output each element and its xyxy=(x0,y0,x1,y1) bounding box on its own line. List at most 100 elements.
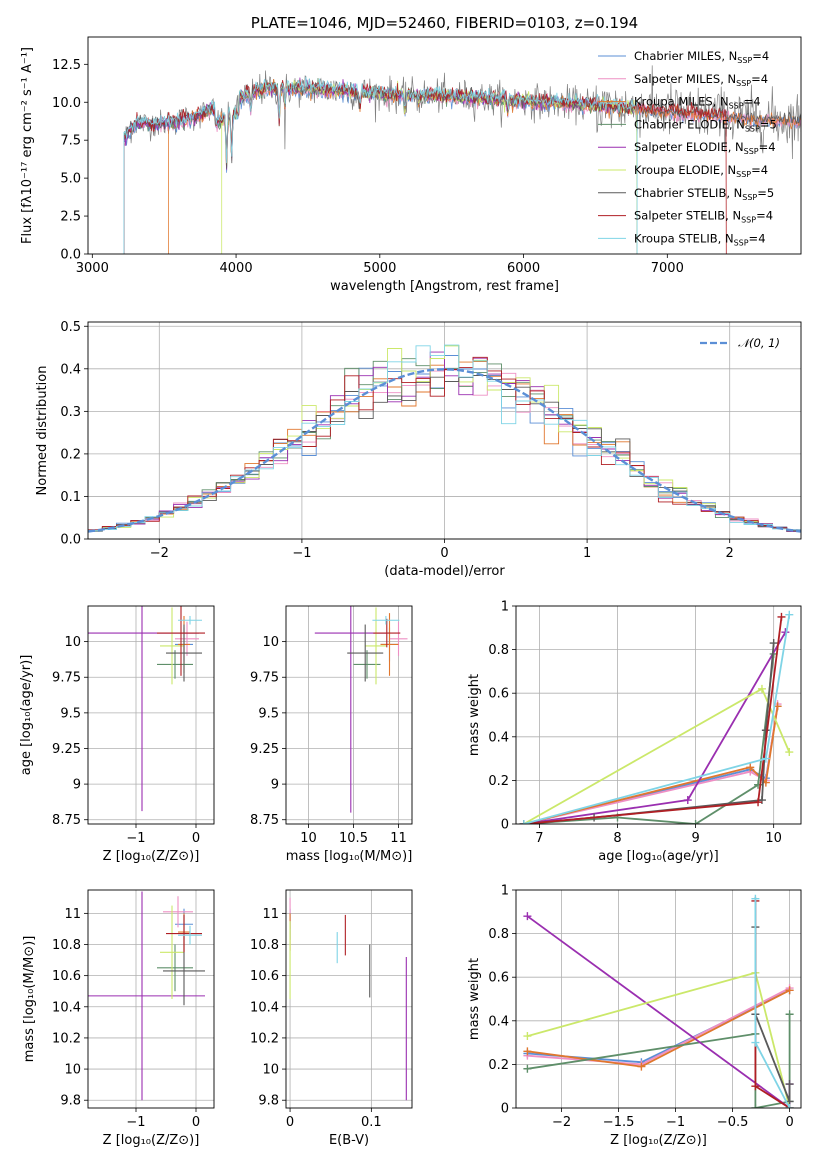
y-axis-label: mass weight xyxy=(467,958,482,1040)
ticks: 3000 4000 5000 6000 7000 0.0 2.5 5.0 7.5 10.0 12.5 xyxy=(52,58,684,276)
y-tick-label: 0.0 xyxy=(60,533,81,548)
y-axis-label: Normed distribution xyxy=(35,366,50,496)
x-tick-label: 7 xyxy=(535,831,543,846)
y-tick-label: 0.8 xyxy=(488,927,509,942)
errorbar-chabrier_stelib xyxy=(166,624,202,682)
x-axis-label: wavelength [Angstrom, rest frame] xyxy=(330,279,559,294)
y-tick-label: 10.2 xyxy=(250,1031,279,1046)
series-salpeter_elodie xyxy=(523,912,794,1108)
axes-frame xyxy=(515,605,802,825)
series-marker-kroupa_stelib xyxy=(785,1104,794,1108)
x-axis-label: mass [log₁₀(M/M⊙)] xyxy=(286,849,413,864)
series-salpeter_stelib xyxy=(519,612,786,824)
x-tick-label: −1.5 xyxy=(603,1115,635,1130)
axes-frame xyxy=(87,889,215,1109)
errorbar-kroupa_elodie xyxy=(160,905,184,999)
x-axis-label: Z [log₁₀(Z/Z⊙)] xyxy=(103,849,200,864)
y-tick-label: 0.0 xyxy=(60,248,81,263)
x-tick-label: 1 xyxy=(583,546,591,561)
series-marker-salpeter_stelib xyxy=(751,1082,760,1091)
series-marker-kroupa_miles xyxy=(785,986,794,995)
x-tick-label: 7000 xyxy=(651,261,684,276)
y-tick-label: 5.0 xyxy=(60,172,81,187)
errorbar-salpeter_miles xyxy=(389,621,408,656)
legend-label-kroupa_elodie: Kroupa ELODIE, NSSP=4 xyxy=(634,163,768,179)
y-tick-label: 9.75 xyxy=(250,671,279,686)
x-tick-label: 9 xyxy=(691,831,699,846)
series-line-chabrier_stelib xyxy=(523,643,775,824)
errorbar-salpeter_miles xyxy=(163,896,193,928)
x-tick-label: 0 xyxy=(192,831,200,846)
x-tick-label: 2 xyxy=(726,546,734,561)
errorbar-kroupa_elodie xyxy=(365,607,387,685)
errorbar-salpeter_stelib xyxy=(157,606,205,676)
series-marker-kroupa_elodie xyxy=(523,1032,532,1041)
series-kroupa_miles xyxy=(519,702,782,824)
plot-area xyxy=(519,610,794,824)
x-tick-label: 11 xyxy=(390,831,407,846)
series-marker-chabrier_elodie xyxy=(691,820,700,824)
legend-label-chabrier_stelib: Chabrier STELIB, NSSP=5 xyxy=(634,186,774,202)
y-axis-label: mass [log₁₀(M/M⊙)] xyxy=(22,936,37,1063)
y-tick-label: 0.6 xyxy=(488,971,509,986)
y-tick-label: 0.8 xyxy=(488,643,509,658)
panel-age_vs_mass: 10 10.5 11 8.75 9 9.25 9.5 9.75 10 mass [log₁₀(M/… xyxy=(250,605,413,864)
x-tick-label: 0.1 xyxy=(361,1115,382,1130)
y-tick-label: 10.2 xyxy=(52,1031,81,1046)
series-marker-chabrier_elodie xyxy=(751,1104,760,1108)
y-tick-label: 10 xyxy=(64,635,81,650)
series-marker-kroupa_stelib xyxy=(785,610,794,619)
y-tick-label: 0.5 xyxy=(60,320,81,335)
plot-area xyxy=(88,606,205,812)
x-tick-label: −2 xyxy=(150,546,169,561)
plot-area xyxy=(523,894,794,1108)
y-tick-label: 0.4 xyxy=(488,1014,509,1029)
series-line-kroupa_miles xyxy=(523,706,779,824)
errorbar-chabrier_elodie xyxy=(157,650,193,679)
y-axis-label: mass weight xyxy=(467,674,482,756)
panel-mass_vs_Z: −1 0 9.8 10 10.2 10.4 10.6 10.8 11 Z [log₁₀(Z/Z⊙)… xyxy=(22,889,215,1148)
y-tick-label: 0 xyxy=(501,818,509,833)
ticks: −2 −1 0 1 2 0.0 0.1 0.2 0.3 0.4 0.5 xyxy=(60,320,734,561)
x-tick-label: 6000 xyxy=(507,261,540,276)
series-line-chabrier_miles xyxy=(527,989,790,1064)
series-marker-chabrier_elodie xyxy=(785,1010,794,1019)
legend-label-salpeter_elodie: Salpeter ELODIE, NSSP=4 xyxy=(634,140,776,156)
plot-area xyxy=(88,891,205,1101)
series-salpeter_elodie xyxy=(519,628,790,824)
x-tick-label: 10 xyxy=(765,831,782,846)
series-line-chabrier_elodie xyxy=(527,1014,791,1108)
y-tick-label: 10.4 xyxy=(250,1000,279,1015)
legend-label-salpeter_stelib: Salpeter STELIB, NSSP=4 xyxy=(634,209,773,225)
series-marker-kroupa_stelib xyxy=(519,820,528,824)
ticks: −1 0 8.75 9 9.25 9.5 9.75 10 xyxy=(52,635,200,846)
errorbar-kroupa_stelib xyxy=(372,615,400,625)
errorbar-salpeter_stelib xyxy=(166,914,202,953)
plot-area xyxy=(123,65,801,254)
series-chabrier_stelib xyxy=(519,639,778,824)
x-tick-label: 10.5 xyxy=(339,831,368,846)
panel-weight_vs_Z: −2 −1.5 −1 −0.5 0 0 0.2 0.4 0.6 0.8 1 Z [log₁₀(Z/Z⊙… xyxy=(467,884,802,1148)
series-marker-kroupa_stelib xyxy=(751,894,760,903)
panel-mass_vs_ebv: 0 0.1 9.8 10 10.2 10.4 10.6 10.8 11 E(B-V) xyxy=(250,889,413,1148)
gridlines xyxy=(88,606,214,824)
series-line-chabrier_elodie xyxy=(523,653,775,824)
y-tick-label: 0.2 xyxy=(60,447,81,462)
series-marker-salpeter_stelib xyxy=(754,798,763,807)
series-marker-chabrier_stelib xyxy=(769,639,778,648)
panel-spectrum: 3000 4000 5000 6000 7000 0.0 2.5 5.0 7.5 10.0 12.5… xyxy=(20,14,802,294)
axes-frame xyxy=(87,321,802,540)
x-tick-label: −0.5 xyxy=(717,1115,749,1130)
normal-curve xyxy=(88,368,801,533)
y-tick-label: 9.5 xyxy=(60,706,81,721)
y-tick-label: 10 xyxy=(262,635,279,650)
axes-frame xyxy=(285,889,413,1109)
y-tick-label: 12.5 xyxy=(52,58,81,73)
gridlines xyxy=(286,890,412,1108)
x-tick-label: 5000 xyxy=(363,261,396,276)
y-tick-label: 9 xyxy=(271,778,279,793)
x-axis-label: Z [log₁₀(Z/Z⊙)] xyxy=(610,1133,707,1148)
x-tick-label: −2 xyxy=(552,1115,571,1130)
chart-title: PLATE=1046, MJD=52460, FIBERID=0103, z=0… xyxy=(251,14,638,32)
